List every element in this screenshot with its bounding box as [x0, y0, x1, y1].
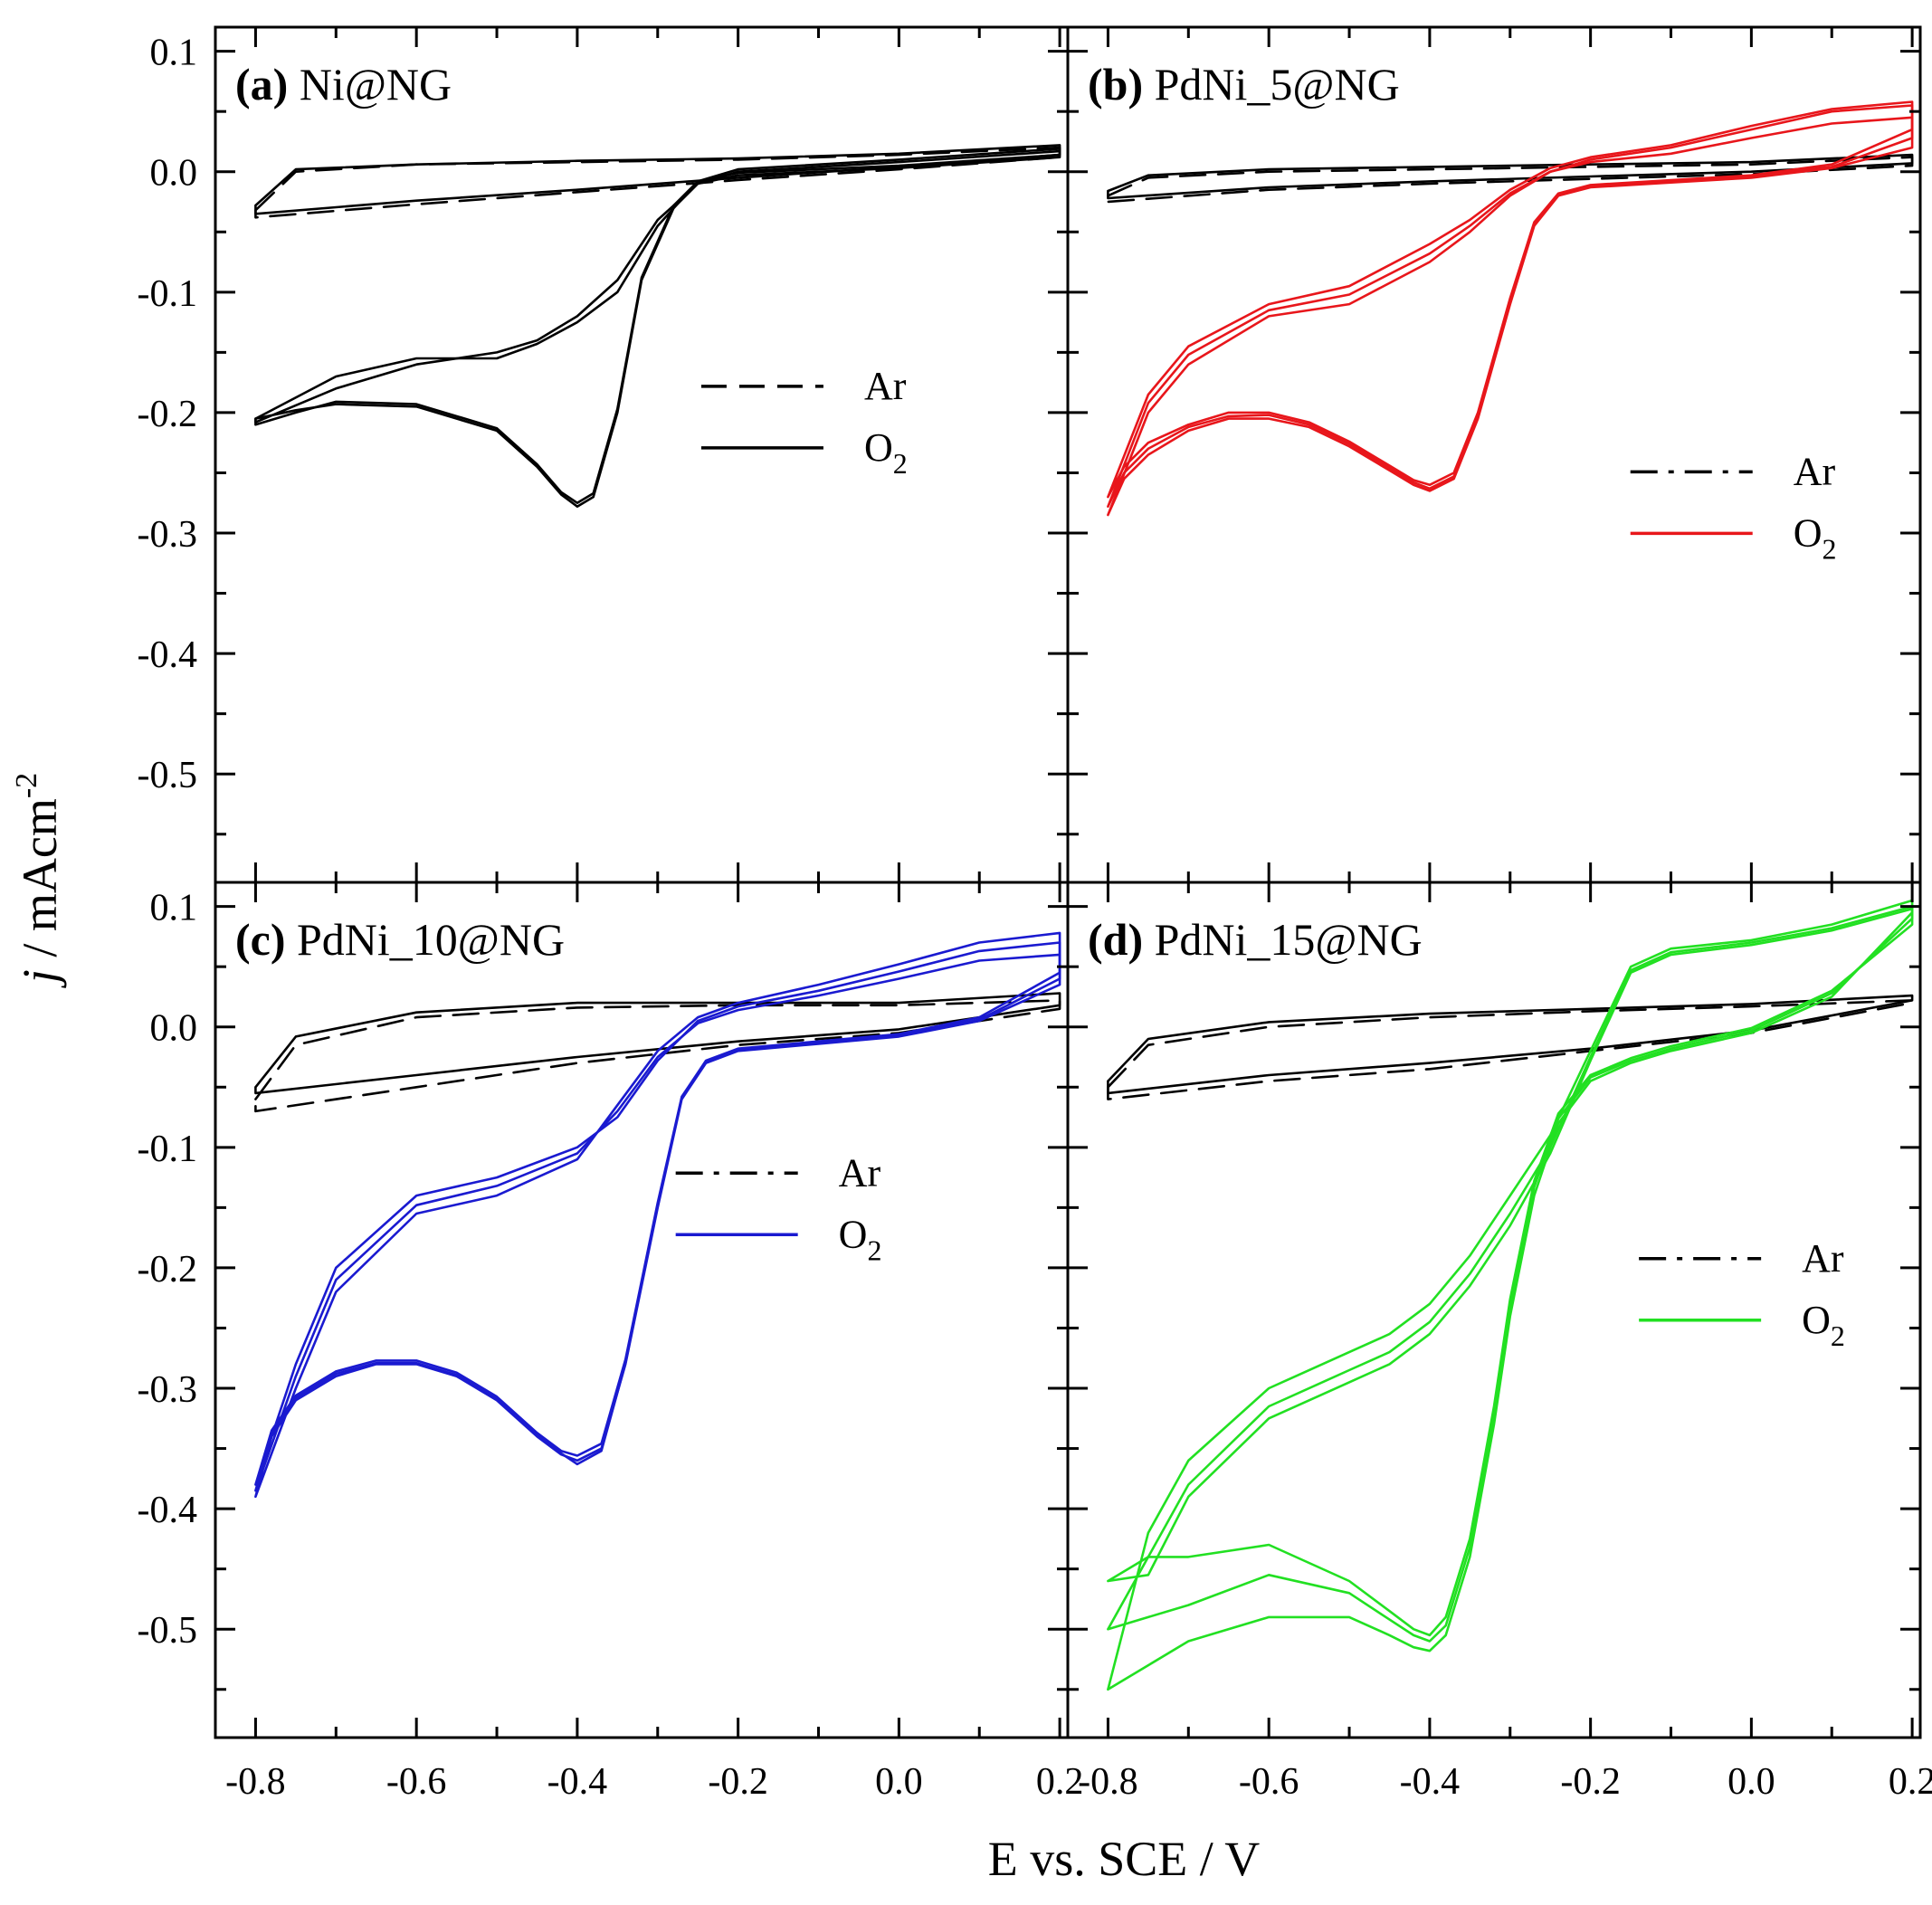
panel-b-series-o2-2: [1107, 104, 1914, 517]
panel-d-legend-label-o2: O2: [1802, 1298, 1845, 1352]
panel-d-legend-label-ar: Ar: [1802, 1236, 1844, 1281]
panel-d-xtick-label: 0.2: [1889, 1761, 1932, 1803]
panel-d-series-o2-3: [1107, 905, 1914, 1643]
y-axis-label-text: / mAcm: [13, 798, 67, 969]
panel-a-series-o2-2: [254, 149, 1061, 509]
panel-c-tag: (c): [235, 914, 286, 965]
panel-d-xtick-label: -0.6: [1239, 1761, 1299, 1803]
panel-d-frame: [1066, 881, 1922, 1739]
panel-d-series-ar-1: [1107, 994, 1914, 1095]
panel-c-ytick-label: -0.2: [138, 1249, 198, 1291]
panel-a-legend: Ar O2: [700, 364, 908, 480]
panels-layer: 0.10.0-0.1-0.2-0.3-0.4-0.5(a) Ni@NGArO2(…: [138, 25, 1932, 1803]
panel-b-legend: Ar O2: [1630, 449, 1837, 565]
panel-c-legend-label-ar: Ar: [839, 1150, 881, 1195]
panel-c-series-o2-4: [254, 953, 1061, 1492]
panel-c-legend-label-o2: O2: [839, 1212, 882, 1266]
panel-c-xtick-label: 0.0: [875, 1761, 923, 1803]
panel-a-ticks: [215, 27, 1068, 882]
panel-c-ytick-label: -0.4: [138, 1490, 198, 1531]
y-axis-label-sup: -2: [10, 773, 43, 798]
panel-d-ticks: [1068, 882, 1920, 1738]
panel-a-tag: (a): [235, 59, 288, 110]
panel-d: -0.8 -0.6 -0.4 -0.2 0.0 0.2 (d) PdNi_15@NG Ar O2: [1066, 881, 1932, 1803]
panel-c-ytick-label: -0.3: [138, 1369, 198, 1411]
panel-b-frame: [1066, 25, 1922, 884]
panel-b-series-o2-3: [1107, 100, 1914, 499]
panel-c-xtick-label: -0.4: [547, 1761, 608, 1803]
panel-a-frame: [214, 25, 1070, 884]
panel-d-name: PdNi_15@NG: [1143, 914, 1423, 965]
x-axis-label: E vs. SCE / V: [988, 1832, 1261, 1886]
panel-d-xtick-label: -0.8: [1078, 1761, 1138, 1803]
panel-c-ticks: [215, 882, 1068, 1738]
panel-c-xtick-label: 0.2: [1036, 1761, 1084, 1803]
panel-b: (b) PdNi_5@NG Ar O2: [1066, 25, 1922, 884]
panel-a-curves: [254, 144, 1061, 509]
panel-c: 0.1 0.0 -0.1 -0.2 -0.3 -0.4 -0.5 -0.8 -0.6 -0.4 -0…: [138, 881, 1084, 1803]
panel-c-ytick-label: 0.1: [150, 888, 198, 929]
panel-a-series-ar-1: [254, 144, 1061, 215]
panel-b-series-o2-4: [1107, 116, 1914, 509]
panel-d-legend: Ar O2: [1639, 1236, 1845, 1352]
panel-a-ytick-label: -0.3: [138, 514, 198, 556]
panel-c-ytick-label: -0.1: [138, 1129, 198, 1170]
panel-c-xtick-label: -0.8: [225, 1761, 286, 1803]
panel-a-series-o2-3: [254, 148, 1061, 505]
panel-d-xtick-label: -0.2: [1560, 1761, 1621, 1803]
panel-b-name: PdNi_5@NG: [1143, 59, 1400, 110]
panel-d-series-o2-4: [1107, 907, 1914, 1637]
panel-d-xtick-label: 0.0: [1727, 1761, 1775, 1803]
panel-c-xtick-label: -0.6: [386, 1761, 447, 1803]
panel-a-name: Ni@NG: [288, 59, 452, 110]
panel-a-ytick-label: 0.0: [150, 153, 198, 195]
panel-c-series-o2-2: [254, 931, 1061, 1499]
panel-b-series-ar-1: [1107, 153, 1914, 200]
panel-a-title: (a) Ni@NG: [235, 59, 452, 110]
panel-a-ytick-label: -0.2: [138, 394, 198, 435]
panel-d-xtick-label: -0.4: [1400, 1761, 1461, 1803]
panel-b-legend-label-o2: O2: [1794, 510, 1837, 565]
panel-b-legend-label-ar: Ar: [1794, 449, 1836, 493]
panel-c-name: PdNi_10@NG: [286, 914, 566, 965]
panel-c-legend: Ar O2: [675, 1150, 882, 1266]
panel-a-legend-label-o2: O2: [864, 425, 908, 480]
panel-b-tag: (b): [1088, 59, 1143, 110]
panel-d-series-ar-0: [1107, 999, 1914, 1100]
panel-d-title: (d) PdNi_15@NG: [1088, 914, 1423, 965]
panel-a-ytick-label: 0.1: [150, 33, 198, 74]
panel-c-curves: [254, 931, 1061, 1499]
panel-a-ytick-label: -0.4: [138, 634, 198, 676]
panel-c-frame: [214, 881, 1070, 1739]
panel-d-curves: [1107, 899, 1914, 1691]
panel-c-xtick-label: -0.2: [708, 1761, 768, 1803]
y-axis-label: j / mAcm-2: [10, 773, 67, 988]
panel-d-tag: (d): [1088, 914, 1143, 965]
panel-d-series-o2-2: [1107, 899, 1914, 1691]
panel-c-title: (c) PdNi_10@NG: [235, 914, 565, 965]
panel-a-legend-label-ar: Ar: [864, 364, 907, 408]
panel-c-series-ar-1: [254, 992, 1061, 1095]
y-axis-label-italic: j: [13, 969, 67, 988]
panel-c-ytick-label: -0.5: [138, 1610, 198, 1652]
panel-a: 0.1 0.0 -0.1 -0.2 -0.3 -0.4 -0.5 (a) Ni@NG Ar O2: [138, 25, 1070, 884]
panel-a-ytick-label: -0.1: [138, 273, 198, 315]
panel-b-title: (b) PdNi_5@NG: [1088, 59, 1400, 110]
panel-b-ticks: [1068, 27, 1920, 882]
panel-c-ytick-label: 0.0: [150, 1008, 198, 1050]
panel-a-ytick-label: -0.5: [138, 755, 198, 796]
panel-b-curves: [1107, 100, 1914, 517]
